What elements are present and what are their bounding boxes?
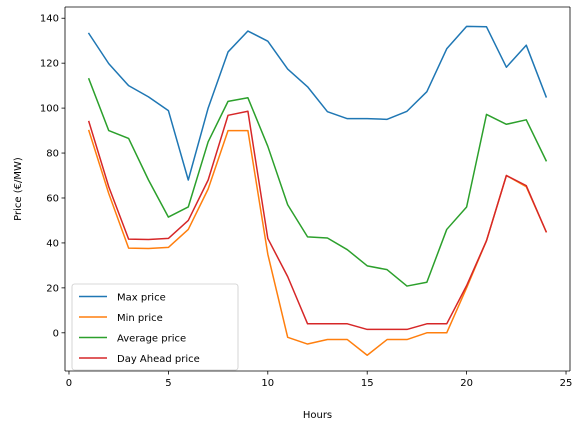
series-lines [87,25,548,357]
series-line-0 [87,25,548,181]
y-tick-label: 80 [46,149,59,160]
y-tick-label: 0 [53,328,59,339]
y-tick-label: 40 [46,238,59,249]
x-tick-label: 25 [560,378,573,389]
y-tick-label: 100 [40,104,59,115]
legend-label: Average price [117,333,186,344]
ticks: 0 5 10 15 20 25 0 20 40 60 80 100 120 140 [40,14,572,389]
x-tick-label: 20 [460,378,473,389]
x-tick-label: 0 [66,378,72,389]
y-axis-label: Price (€/MW) [13,157,24,221]
legend-label: Min price [117,313,163,324]
x-axis-label: Hours [303,410,332,421]
x-tick-label: 10 [261,378,274,389]
y-tick-label: 140 [40,14,59,25]
series-line-2 [87,77,548,287]
legend-label: Max price [117,292,166,303]
axes [64,6,571,372]
legend: Max price Min price Average price Day Ahead… [71,283,239,371]
legend-label: Day Ahead price [117,354,200,365]
y-tick-label: 120 [40,59,59,70]
x-tick-label: 15 [361,378,374,389]
legend-box [71,283,239,371]
series-line-1 [87,129,548,357]
y-tick-label: 60 [46,193,59,204]
y-tick-label: 20 [46,283,59,294]
x-tick-label: 5 [165,378,171,389]
series-line-3 [87,110,548,331]
